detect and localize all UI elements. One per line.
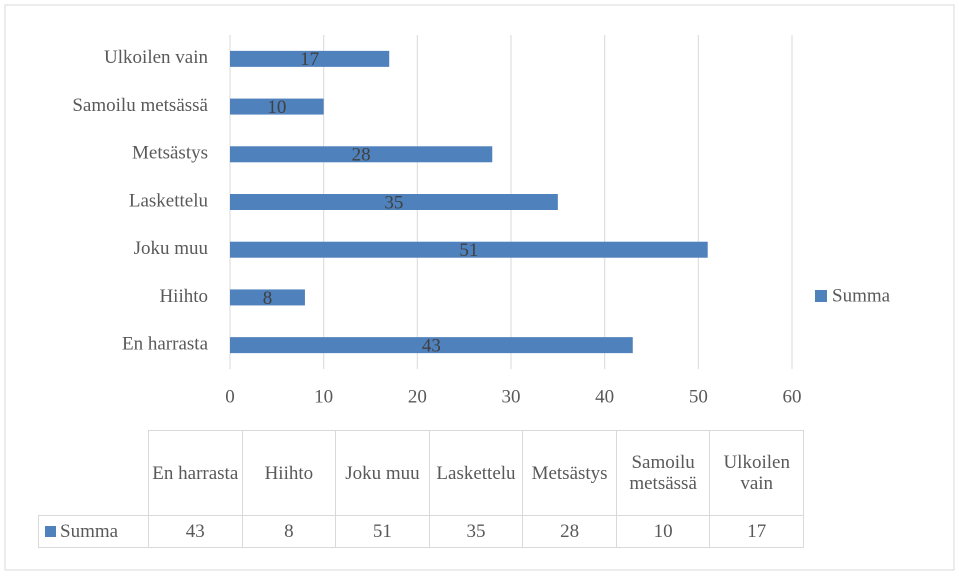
x-tick-label: 30 — [502, 386, 521, 407]
y-tick-label: Ulkoilen vain — [104, 47, 208, 68]
table-header: Samoilu metsässä — [615, 430, 711, 516]
table-header: Laskettelu — [428, 430, 524, 516]
x-tick-label: 20 — [408, 386, 427, 407]
legend-swatch — [815, 290, 827, 302]
table-header: Ulkoilen vain — [709, 430, 804, 516]
table-value: 28 — [522, 515, 617, 548]
x-tick-label: 60 — [783, 386, 802, 407]
data-label: 8 — [263, 288, 273, 309]
y-tick-label: Joku muu — [134, 238, 209, 259]
y-tick-label: Hiihto — [159, 286, 208, 307]
bar — [230, 194, 558, 210]
table-value: 35 — [428, 515, 524, 548]
table-value: 43 — [148, 515, 243, 548]
y-tick-label: Metsästys — [132, 143, 208, 164]
y-tick-label: En harrasta — [122, 334, 209, 355]
table-header: En harrasta — [148, 430, 243, 516]
data-label: 10 — [267, 97, 286, 118]
bar — [230, 337, 633, 354]
table-header: Joku muu — [335, 430, 430, 516]
legend-label: Summa — [832, 285, 891, 306]
table-header: Metsästys — [522, 430, 617, 516]
chart-border — [4, 4, 955, 571]
data-label: 51 — [459, 240, 478, 261]
table-header: Hiihto — [241, 430, 337, 516]
y-tick-label: Samoilu metsässä — [72, 95, 208, 116]
bar — [230, 146, 493, 163]
data-label: 43 — [422, 336, 441, 357]
data-label: 17 — [300, 49, 319, 70]
bar — [230, 50, 390, 67]
data-label: 35 — [384, 192, 403, 213]
bar — [230, 98, 324, 115]
table-legend-swatch — [45, 526, 56, 537]
x-tick-label: 0 — [225, 386, 235, 407]
x-tick-label: 40 — [595, 386, 614, 407]
y-tick-label: Laskettelu — [129, 190, 209, 211]
table-value: 8 — [241, 515, 337, 548]
table-value: 17 — [709, 515, 804, 548]
data-label: 28 — [352, 145, 371, 166]
table-series-label: Summa — [38, 515, 149, 548]
bar — [230, 241, 708, 258]
x-tick-label: 50 — [689, 386, 708, 407]
table-value: 10 — [615, 515, 711, 548]
x-tick-label: 10 — [314, 386, 333, 407]
bar — [230, 289, 305, 306]
table-value: 51 — [335, 515, 430, 548]
